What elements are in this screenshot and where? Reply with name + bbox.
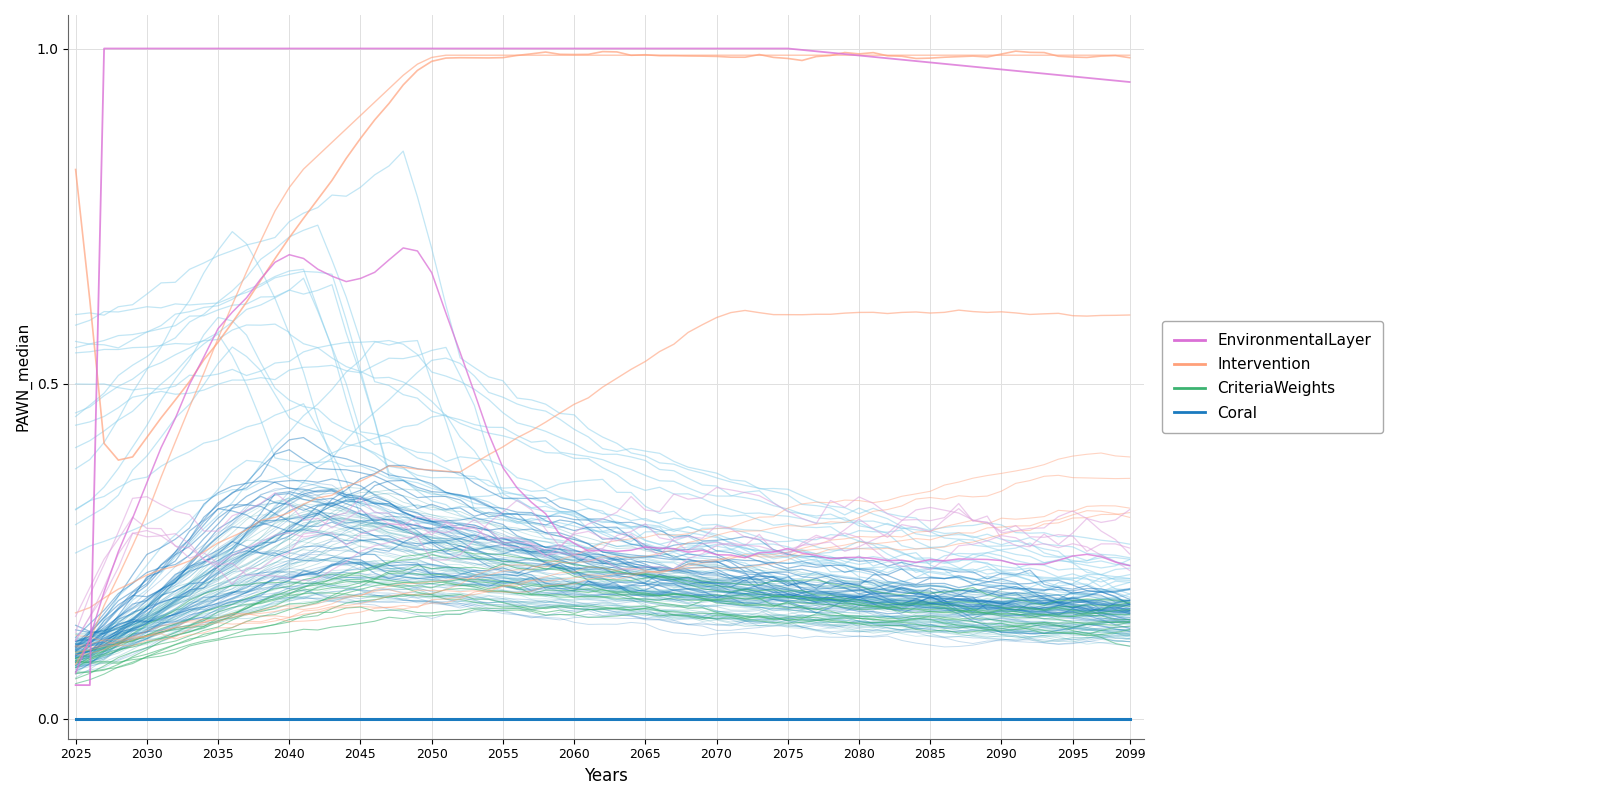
Y-axis label: PAWN_median: PAWN_median [14,322,32,431]
X-axis label: Years: Years [584,767,629,785]
Legend: EnvironmentalLayer, Intervention, CriteriaWeights, Coral: EnvironmentalLayer, Intervention, Criter… [1162,321,1384,433]
